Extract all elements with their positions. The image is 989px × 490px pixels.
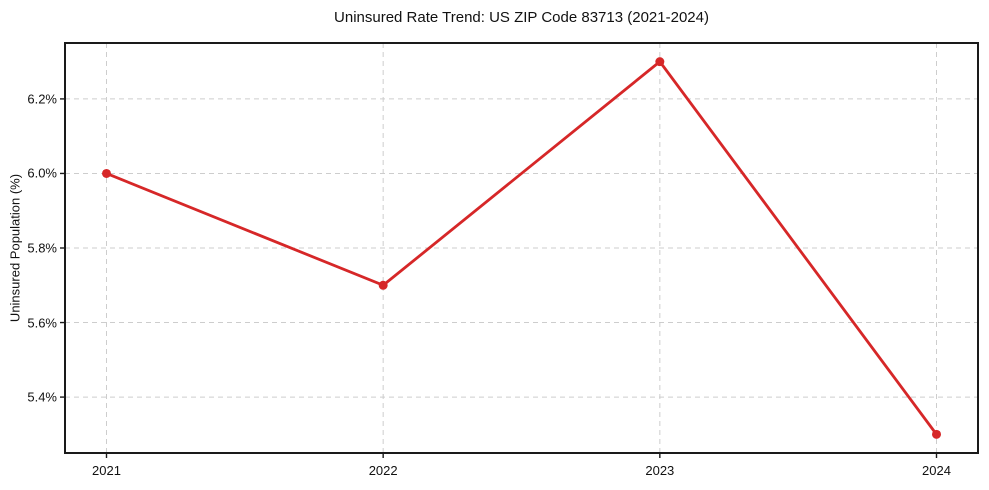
y-tick-label: 5.6% (27, 315, 57, 331)
line-chart-svg (60, 42, 979, 458)
data-point-marker (655, 57, 665, 67)
y-tick-label: 5.8% (27, 240, 57, 256)
plot-area (60, 42, 979, 458)
y-tick-label: 6.0% (27, 165, 57, 181)
data-line (105, 60, 938, 436)
axes-border (64, 42, 979, 454)
data-point-marker (102, 168, 111, 178)
x-tick-label: 2021 (92, 463, 121, 478)
y-tick-label: 5.4% (27, 389, 57, 405)
y-tick-label: 6.2% (27, 91, 57, 107)
data-point-marker (932, 429, 941, 439)
chart-title: Uninsured Rate Trend: US ZIP Code 83713 … (334, 9, 709, 26)
x-tick-label: 2022 (368, 463, 398, 478)
x-tick-label: 2024 (922, 463, 951, 478)
x-tick-label: 2023 (645, 463, 675, 478)
data-point-marker (378, 280, 388, 290)
